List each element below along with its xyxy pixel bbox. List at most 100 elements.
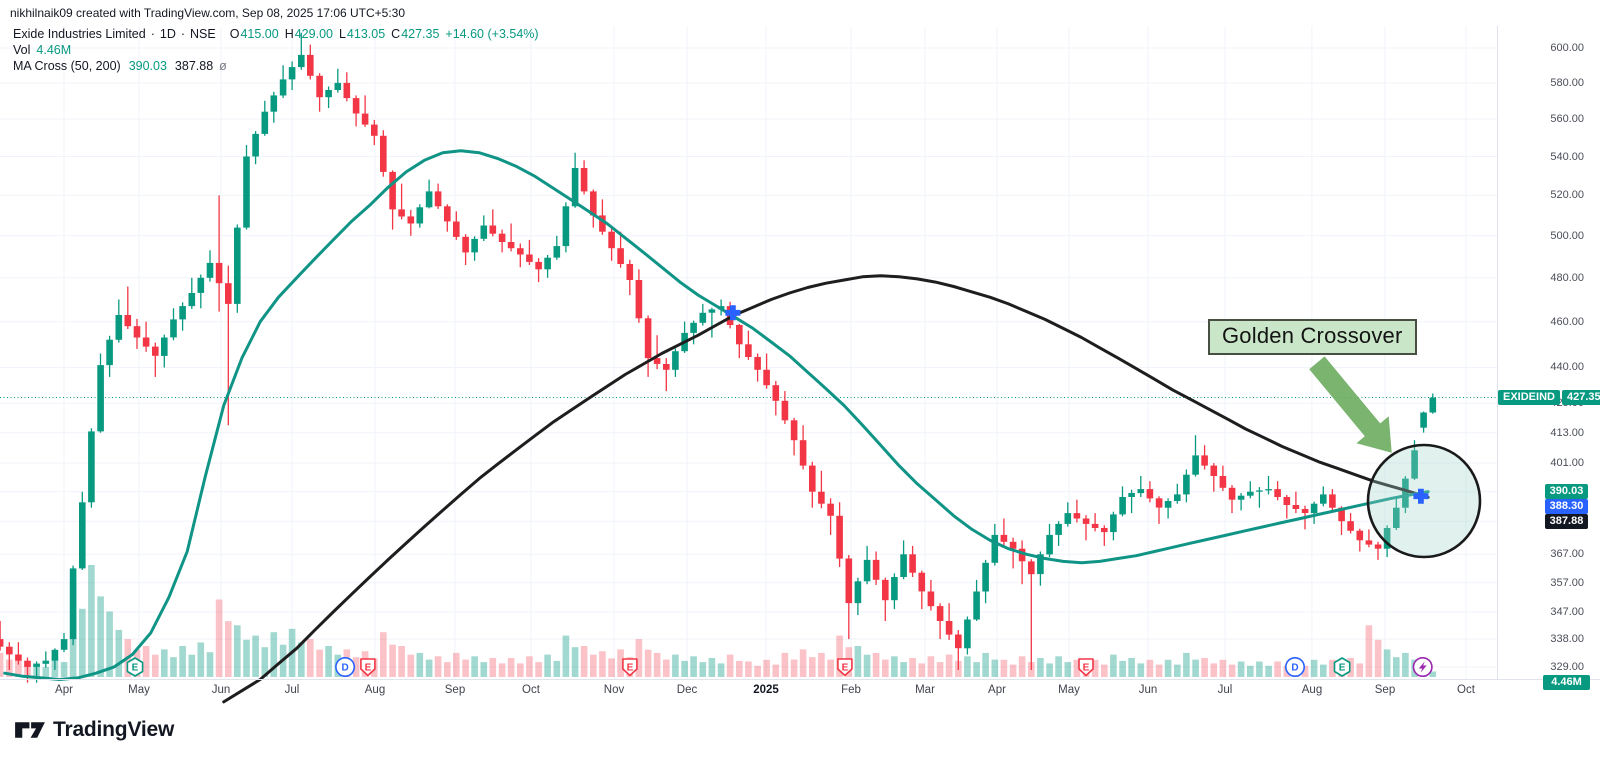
time-axis-border bbox=[0, 679, 1600, 680]
time-axis-label: Feb bbox=[841, 684, 861, 696]
close-value: 427.35 bbox=[401, 27, 440, 41]
legend-symbol-row: Exide Industries Limited · 1D · NSE O 415… bbox=[13, 27, 539, 42]
ma200-value: 387.88 bbox=[174, 59, 214, 73]
price-tick-label: 329.00 bbox=[1550, 661, 1584, 673]
price-tick-label: 540.00 bbox=[1550, 151, 1584, 163]
time-axis-label: Jun bbox=[211, 684, 231, 696]
price-tick-label: 500.00 bbox=[1550, 230, 1584, 242]
ma-value-badge: 390.03 bbox=[1545, 484, 1588, 499]
price-tick-label: 520.00 bbox=[1550, 189, 1584, 201]
ma200-line[interactable] bbox=[222, 274, 1430, 704]
svg-text:E: E bbox=[1339, 663, 1346, 674]
price-tick-label: 560.00 bbox=[1550, 113, 1584, 125]
time-axis-label: Jul bbox=[284, 684, 300, 696]
svg-text:E: E bbox=[627, 663, 634, 674]
tradingview-logo-icon bbox=[15, 722, 45, 738]
price-tick-label: 401.00 bbox=[1550, 457, 1584, 469]
time-axis-label: Jul bbox=[1217, 684, 1233, 696]
time-axis-label: Oct bbox=[1457, 684, 1475, 696]
time-axis-label: Nov bbox=[603, 684, 625, 696]
svg-text:D: D bbox=[341, 663, 348, 674]
arrow-annotation[interactable] bbox=[1309, 356, 1392, 453]
time-axis-label: May bbox=[128, 684, 150, 696]
price-axis-border bbox=[1497, 26, 1498, 679]
exchange-label: NSE bbox=[190, 27, 216, 41]
time-axis-label: Sep bbox=[444, 684, 466, 696]
ma-value-badge: 388.30 bbox=[1545, 499, 1588, 514]
price-tick-label: 338.00 bbox=[1550, 633, 1584, 645]
chart-legend: Exide Industries Limited · 1D · NSE O 415… bbox=[13, 27, 539, 75]
legend-separator: · bbox=[180, 27, 186, 41]
price-tick-label: 357.00 bbox=[1550, 577, 1584, 589]
grid-lines bbox=[0, 26, 1497, 679]
earnings-marker[interactable]: E bbox=[1078, 658, 1094, 677]
price-tick-label: 440.00 bbox=[1550, 361, 1584, 373]
time-axis-label: Dec bbox=[676, 684, 698, 696]
interval-label[interactable]: 1D bbox=[159, 27, 176, 41]
ma-value-badge: 387.88 bbox=[1545, 514, 1588, 529]
svg-text:E: E bbox=[132, 663, 139, 674]
price-tick-label: 600.00 bbox=[1550, 42, 1584, 54]
low-label: L bbox=[338, 27, 346, 41]
time-axis-label: Aug bbox=[364, 684, 386, 696]
svg-text:E: E bbox=[842, 663, 849, 674]
svg-text:E: E bbox=[1083, 663, 1090, 674]
attribution-text: nikhilnaik09 created with TradingView.co… bbox=[10, 6, 406, 20]
price-tick-label: 580.00 bbox=[1550, 77, 1584, 89]
dividend-marker[interactable]: D bbox=[1285, 657, 1305, 677]
indicator-suffix-icon[interactable]: ø bbox=[219, 59, 227, 73]
ma50-line[interactable] bbox=[3, 149, 1430, 681]
tradingview-logo-text: TradingView bbox=[53, 718, 175, 741]
high-value: 429.00 bbox=[294, 27, 333, 41]
time-axis-label: Oct bbox=[522, 684, 540, 696]
high-label: H bbox=[284, 27, 294, 41]
symbol-badge: EXIDEIND bbox=[1498, 390, 1560, 405]
highlight-circle-annotation[interactable] bbox=[1366, 443, 1482, 559]
tradingview-logo[interactable]: TradingView bbox=[14, 718, 174, 742]
close-label: C bbox=[391, 27, 401, 41]
price-tick-label: 460.00 bbox=[1550, 316, 1584, 328]
earnings-marker[interactable]: E bbox=[622, 658, 638, 677]
volume-label[interactable]: Vol bbox=[13, 43, 31, 57]
last-price-badge: EXIDEIND 427.35 bbox=[1498, 390, 1600, 405]
ma50-value: 390.03 bbox=[128, 59, 167, 73]
open-value: 415.00 bbox=[240, 27, 279, 41]
time-axis-label: May bbox=[1058, 684, 1080, 696]
ma-cross-indicator-label[interactable]: MA Cross (50, 200) bbox=[13, 59, 121, 73]
time-axis-label: Jun bbox=[1138, 684, 1158, 696]
dividend-marker[interactable]: D bbox=[335, 657, 356, 677]
volume-value: 4.46M bbox=[36, 43, 72, 57]
earnings-upcoming-marker[interactable]: E bbox=[1333, 657, 1351, 677]
volume-value-badge: 4.46M bbox=[1543, 675, 1590, 690]
earnings-marker[interactable]: E bbox=[837, 658, 853, 677]
golden-cross-marker[interactable] bbox=[1413, 488, 1429, 504]
time-axis-label: 2025 bbox=[753, 684, 779, 696]
price-tick-label: 413.00 bbox=[1550, 427, 1584, 439]
svg-text:E: E bbox=[365, 663, 372, 674]
death-cross-marker[interactable] bbox=[725, 305, 741, 321]
volume-series bbox=[0, 565, 1437, 677]
symbol-title[interactable]: Exide Industries Limited bbox=[13, 27, 146, 41]
price-tick-label: 367.00 bbox=[1550, 548, 1584, 560]
earnings-marker[interactable]: E bbox=[360, 658, 376, 677]
event-lightning-marker[interactable] bbox=[1412, 657, 1433, 677]
price-tick-label: 480.00 bbox=[1550, 272, 1584, 284]
legend-separator: · bbox=[150, 27, 155, 41]
golden-crossover-label[interactable]: Golden Crossover bbox=[1208, 319, 1417, 355]
time-axis-label: Mar bbox=[915, 684, 935, 696]
price-tick-label: 347.00 bbox=[1550, 606, 1584, 618]
time-axis-label: Apr bbox=[988, 684, 1006, 696]
last-price-value-badge: 427.35 bbox=[1561, 390, 1600, 405]
legend-volume-row: Vol 4.46M bbox=[13, 43, 539, 58]
time-axis-label: Aug bbox=[1301, 684, 1323, 696]
open-label: O bbox=[229, 27, 240, 41]
candlestick-series bbox=[0, 32, 1437, 683]
time-axis-label: Sep bbox=[1374, 684, 1396, 696]
time-axis-label: Apr bbox=[55, 684, 73, 696]
legend-indicator-row: MA Cross (50, 200) 390.03 387.88 ø bbox=[13, 59, 539, 74]
price-axis-panel bbox=[1498, 0, 1600, 679]
earnings-upcoming-marker[interactable]: E bbox=[126, 657, 144, 677]
svg-text:D: D bbox=[1291, 663, 1298, 674]
